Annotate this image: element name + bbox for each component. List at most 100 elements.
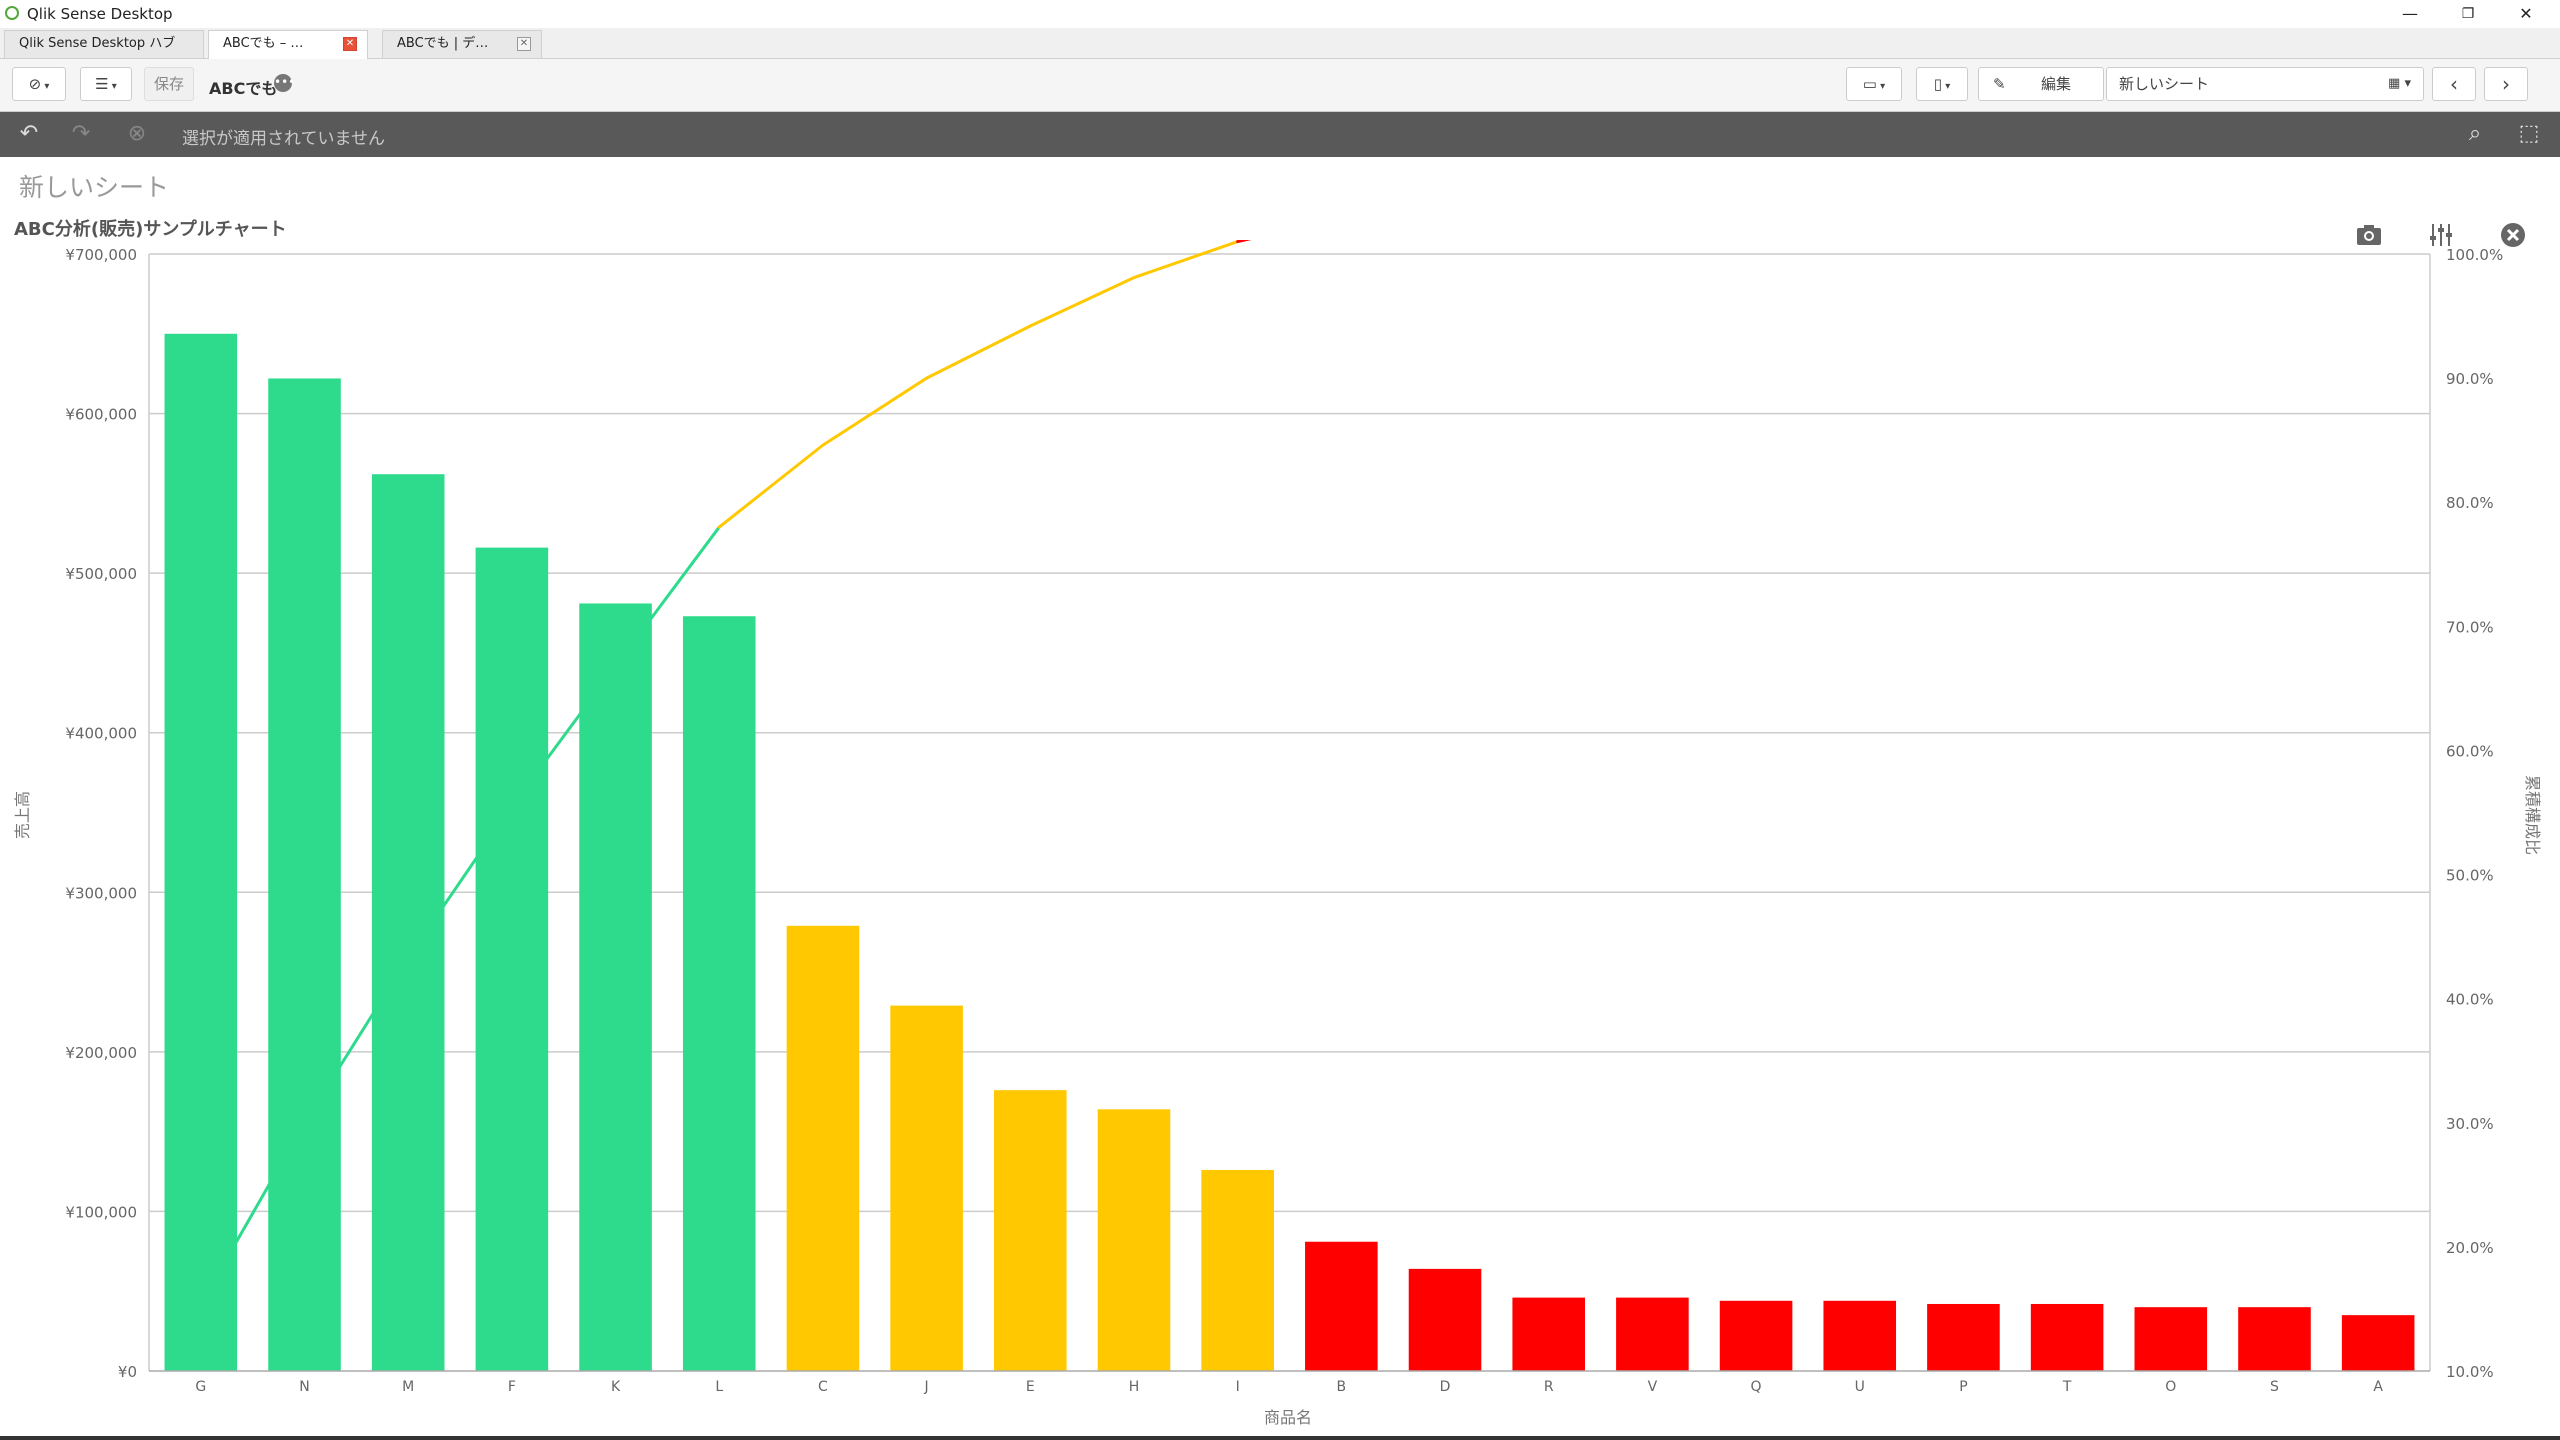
exploration-menu-icon[interactable] bbox=[2426, 220, 2456, 250]
bar-D bbox=[1408, 1268, 1482, 1371]
cumulative-line-segment bbox=[1028, 276, 1136, 328]
y-tick-label: ¥0 bbox=[118, 1363, 137, 1381]
y-tick-label: ¥400,000 bbox=[65, 725, 137, 743]
window-bottom-border bbox=[0, 1436, 2560, 1440]
bar-K bbox=[579, 603, 652, 1371]
cumulative-line-segment bbox=[303, 956, 410, 1125]
presentation-icon: ▭ bbox=[1862, 75, 1877, 93]
previous-sheet-button[interactable]: ‹ bbox=[2432, 67, 2476, 101]
x-tick-label: V bbox=[1648, 1379, 1658, 1395]
y-tick-label: ¥600,000 bbox=[65, 406, 137, 424]
bar-H bbox=[1097, 1109, 1171, 1371]
pencil-icon: ✎ bbox=[1993, 75, 2006, 93]
chevron-down-icon: ▾ bbox=[41, 81, 50, 92]
app-name: ABCでも bbox=[209, 79, 278, 98]
bar-C bbox=[786, 925, 860, 1371]
x-tick-label: N bbox=[299, 1379, 309, 1395]
tab-bar: Qlik Sense Desktop ハブ ABCでも – … ✕ ABCでも … bbox=[0, 28, 2560, 59]
x-tick-label: U bbox=[1855, 1379, 1865, 1395]
bar-N bbox=[268, 378, 341, 1371]
bookmarks-button[interactable]: ▯ ▾ bbox=[1916, 67, 1968, 101]
bar-R bbox=[1512, 1297, 1585, 1371]
tab-app-data[interactable]: ABCでも | デ… ✕ bbox=[382, 30, 542, 58]
edit-button[interactable]: ✎ 編集 bbox=[1978, 67, 2104, 101]
x-tick-label: M bbox=[402, 1379, 414, 1395]
x-tick-label: Q bbox=[1751, 1379, 1762, 1395]
abc-combo-chart[interactable]: ¥0 ¥100,000 ¥200,000 ¥300,000 ¥400,000 ¥500,0… bbox=[0, 240, 2560, 1435]
sheet-title: 新しいシート bbox=[19, 173, 170, 202]
bar-B bbox=[1305, 1241, 1378, 1371]
next-sheet-button[interactable]: › bbox=[2484, 67, 2528, 101]
bar-E bbox=[994, 1090, 1067, 1371]
tab-close-icon[interactable]: ✕ bbox=[517, 37, 531, 51]
restore-button[interactable]: ❐ bbox=[2461, 6, 2475, 22]
chevron-down-icon: ▾ bbox=[108, 81, 117, 92]
cumulative-line-segment bbox=[614, 525, 721, 668]
bar-O bbox=[2134, 1307, 2208, 1371]
x-axis-label: 商品名 bbox=[1264, 1408, 1312, 1427]
x-tick-label: T bbox=[2062, 1379, 2072, 1395]
y-tick-label: ¥200,000 bbox=[65, 1044, 137, 1062]
x-tick-label: G bbox=[195, 1379, 206, 1395]
tab-hub[interactable]: Qlik Sense Desktop ハブ bbox=[4, 30, 204, 58]
search-icon[interactable]: ⌕ bbox=[2468, 121, 2482, 146]
cumulative-line-segment bbox=[1236, 240, 1252, 244]
y2-tick-label: 20.0% bbox=[2446, 1239, 2494, 1257]
chart-title: ABC分析(販売)サンプルチャート bbox=[14, 219, 287, 240]
storytelling-button[interactable]: ▭ ▾ bbox=[1846, 67, 1902, 101]
x-tick-label: L bbox=[715, 1379, 723, 1395]
minimize-button[interactable]: — bbox=[2402, 4, 2418, 23]
compass-icon: ⊘ bbox=[28, 75, 42, 93]
cumulative-line-segment bbox=[199, 1121, 307, 1306]
cumulative-line-segment bbox=[406, 804, 514, 960]
close-fullscreen-icon[interactable] bbox=[2498, 220, 2528, 250]
x-tick-label: R bbox=[1544, 1379, 1554, 1395]
x-tick-label: B bbox=[1337, 1379, 1347, 1395]
chevron-left-icon: ‹ bbox=[2450, 72, 2458, 96]
bar-J bbox=[890, 1005, 963, 1371]
selections-status-text: 選択が適用されていません bbox=[182, 129, 385, 149]
x-tick-label: C bbox=[818, 1379, 828, 1395]
edit-label: 編集 bbox=[2041, 75, 2072, 93]
tab-label: ABCでも | デ… bbox=[397, 36, 489, 51]
step-forward-icon[interactable]: ↷ bbox=[71, 121, 91, 146]
close-window-button[interactable]: ✕ bbox=[2519, 4, 2533, 23]
y2-tick-label: 30.0% bbox=[2446, 1115, 2494, 1133]
navigation-menu-button[interactable]: ⊘ ▾ bbox=[12, 67, 66, 101]
y-tick-label: ¥700,000 bbox=[65, 246, 137, 264]
chevron-right-icon: › bbox=[2502, 72, 2510, 96]
y2-tick-label: 70.0% bbox=[2446, 618, 2494, 636]
bar-F bbox=[475, 547, 549, 1371]
tab-app-sheet[interactable]: ABCでも – … ✕ bbox=[208, 30, 368, 59]
y2-tick-label: 80.0% bbox=[2446, 494, 2494, 512]
x-tick-label: J bbox=[924, 1379, 929, 1395]
bookmark-icon: ▯ bbox=[1933, 75, 1943, 93]
global-menu-button[interactable]: ☰ ▾ bbox=[80, 67, 132, 101]
x-tick-label: D bbox=[1440, 1379, 1451, 1395]
x-tick-label: H bbox=[1129, 1379, 1140, 1395]
sheet-grid-icon: ▦ ▾ bbox=[2388, 76, 2411, 91]
x-tick-label: K bbox=[611, 1379, 621, 1395]
x-tick-label: P bbox=[1959, 1379, 1967, 1395]
save-button[interactable]: 保存 bbox=[144, 67, 194, 101]
more-options-icon[interactable]: ••• bbox=[274, 74, 295, 92]
tab-close-icon[interactable]: ✕ bbox=[343, 37, 357, 51]
clear-selections-icon[interactable]: ⊗ bbox=[127, 121, 147, 146]
tab-label: ABCでも – … bbox=[223, 36, 304, 51]
x-tick-label: E bbox=[1026, 1379, 1035, 1395]
cumulative-line-segment bbox=[510, 664, 618, 808]
chevron-down-icon: ▾ bbox=[1876, 81, 1886, 92]
sheet-selector-label: 新しいシート bbox=[2119, 75, 2210, 93]
y2-tick-label: 100.0% bbox=[2446, 246, 2503, 264]
chevron-down-icon: ▾ bbox=[1942, 81, 1951, 92]
camera-icon[interactable] bbox=[2354, 220, 2384, 250]
sheet-selector[interactable]: 新しいシート ▦ ▾ bbox=[2106, 67, 2424, 101]
y2-axis-label: 累積構成比 bbox=[2523, 775, 2542, 855]
bar-Q bbox=[1719, 1300, 1793, 1371]
selection-tool-icon[interactable]: ⬚ bbox=[2518, 121, 2540, 146]
app-toolbar: ⊘ ▾ ☰ ▾ 保存 ABCでも ••• ▭ ▾ ▯ ▾ ✎ 編集 新しいシート… bbox=[0, 59, 2560, 112]
bar-I bbox=[1201, 1169, 1274, 1371]
cumulative-line-segment bbox=[717, 443, 825, 529]
x-tick-label: S bbox=[2270, 1379, 2279, 1395]
step-back-icon[interactable]: ↶ bbox=[19, 121, 39, 146]
